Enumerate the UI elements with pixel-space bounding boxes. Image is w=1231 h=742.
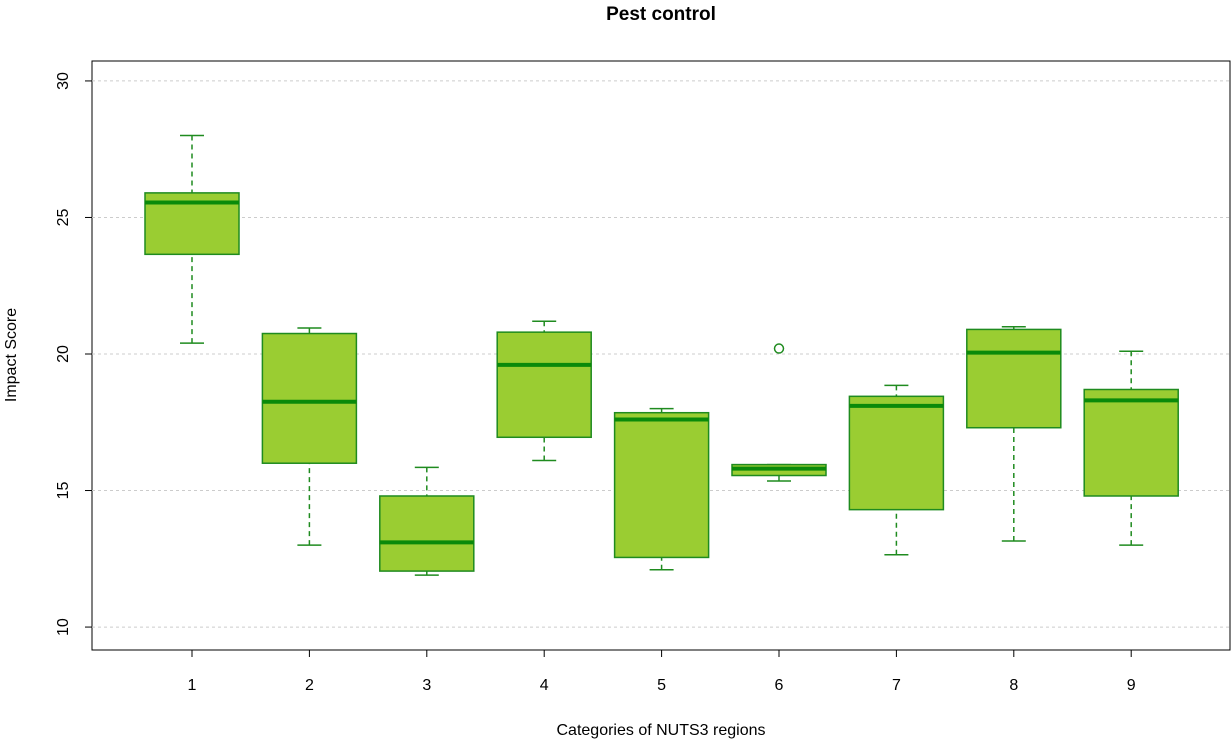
outlier xyxy=(773,343,785,354)
box xyxy=(613,411,710,559)
y-tick-label: 25 xyxy=(55,208,72,226)
x-tick-label: 1 xyxy=(188,677,197,694)
x-tick-label: 8 xyxy=(1009,677,1018,694)
box xyxy=(379,495,475,572)
chart-title: Pest control xyxy=(606,4,716,25)
y-tick-label: 30 xyxy=(55,72,72,90)
box xyxy=(261,332,358,464)
y-tick-label: 10 xyxy=(55,618,72,636)
y-tick-label: 20 xyxy=(55,345,72,363)
x-axis-label: Categories of NUTS3 regions xyxy=(557,722,766,739)
box xyxy=(1083,388,1179,497)
x-tick-label: 7 xyxy=(892,677,901,694)
box xyxy=(848,395,945,511)
x-tick-label: 2 xyxy=(305,677,314,694)
x-tick-label: 4 xyxy=(540,677,549,694)
y-tick-label: 15 xyxy=(55,482,72,500)
y-axis-label: Impact Score xyxy=(3,308,20,402)
x-tick-label: 5 xyxy=(657,677,666,694)
x-tick-label: 3 xyxy=(422,677,431,694)
x-tick-label: 9 xyxy=(1127,677,1136,694)
x-tick-label: 6 xyxy=(775,677,784,694)
box xyxy=(496,331,592,439)
box xyxy=(966,328,1062,429)
plot-frame xyxy=(91,60,1231,651)
